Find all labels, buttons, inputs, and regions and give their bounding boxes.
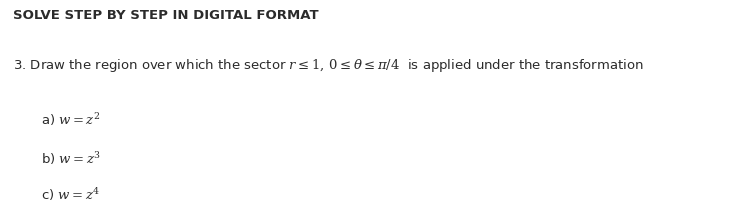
Text: a) $w = z^2$: a) $w = z^2$: [41, 110, 100, 127]
Text: 3. Draw the region over which the sector $r \leq 1,\, 0 \leq \theta \leq \pi/4$ : 3. Draw the region over which the sector…: [13, 57, 644, 74]
Text: b) $w = z^3$: b) $w = z^3$: [41, 149, 101, 166]
Text: SOLVE STEP BY STEP IN DIGITAL FORMAT: SOLVE STEP BY STEP IN DIGITAL FORMAT: [13, 9, 319, 22]
Text: c) $w = z^4$: c) $w = z^4$: [41, 186, 100, 202]
